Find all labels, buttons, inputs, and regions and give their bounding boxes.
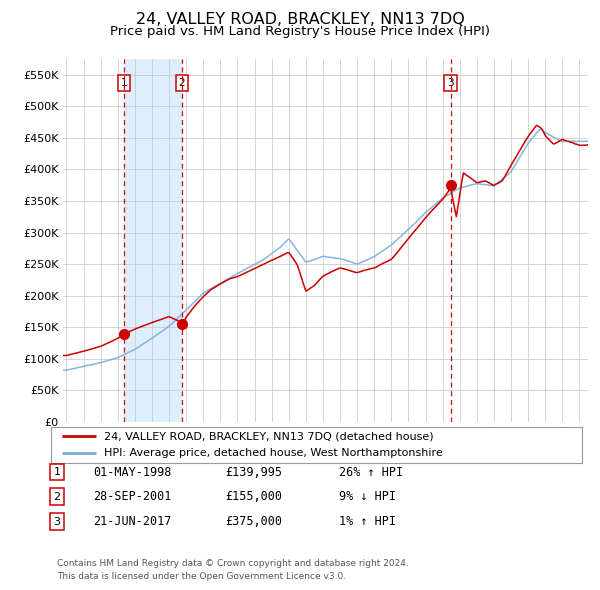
Text: 01-MAY-1998: 01-MAY-1998 <box>93 466 172 478</box>
Text: 9% ↓ HPI: 9% ↓ HPI <box>339 490 396 503</box>
Text: HPI: Average price, detached house, West Northamptonshire: HPI: Average price, detached house, West… <box>104 448 443 458</box>
Text: £155,000: £155,000 <box>225 490 282 503</box>
Text: 3: 3 <box>448 78 454 87</box>
Text: 1: 1 <box>121 78 127 87</box>
Text: 3: 3 <box>53 517 61 526</box>
Text: This data is licensed under the Open Government Licence v3.0.: This data is licensed under the Open Gov… <box>57 572 346 581</box>
Text: 24, VALLEY ROAD, BRACKLEY, NN13 7DQ (detached house): 24, VALLEY ROAD, BRACKLEY, NN13 7DQ (det… <box>104 431 434 441</box>
Text: £375,000: £375,000 <box>225 515 282 528</box>
Text: 1% ↑ HPI: 1% ↑ HPI <box>339 515 396 528</box>
Text: £139,995: £139,995 <box>225 466 282 478</box>
Text: 24, VALLEY ROAD, BRACKLEY, NN13 7DQ: 24, VALLEY ROAD, BRACKLEY, NN13 7DQ <box>136 12 464 27</box>
Text: 1: 1 <box>53 467 61 477</box>
Text: 28-SEP-2001: 28-SEP-2001 <box>93 490 172 503</box>
Bar <box>124 59 182 422</box>
Text: Price paid vs. HM Land Registry's House Price Index (HPI): Price paid vs. HM Land Registry's House … <box>110 25 490 38</box>
Text: 26% ↑ HPI: 26% ↑ HPI <box>339 466 403 478</box>
Text: Contains HM Land Registry data © Crown copyright and database right 2024.: Contains HM Land Registry data © Crown c… <box>57 559 409 568</box>
Text: 2: 2 <box>179 78 185 87</box>
Text: 21-JUN-2017: 21-JUN-2017 <box>93 515 172 528</box>
Text: 2: 2 <box>53 492 61 502</box>
